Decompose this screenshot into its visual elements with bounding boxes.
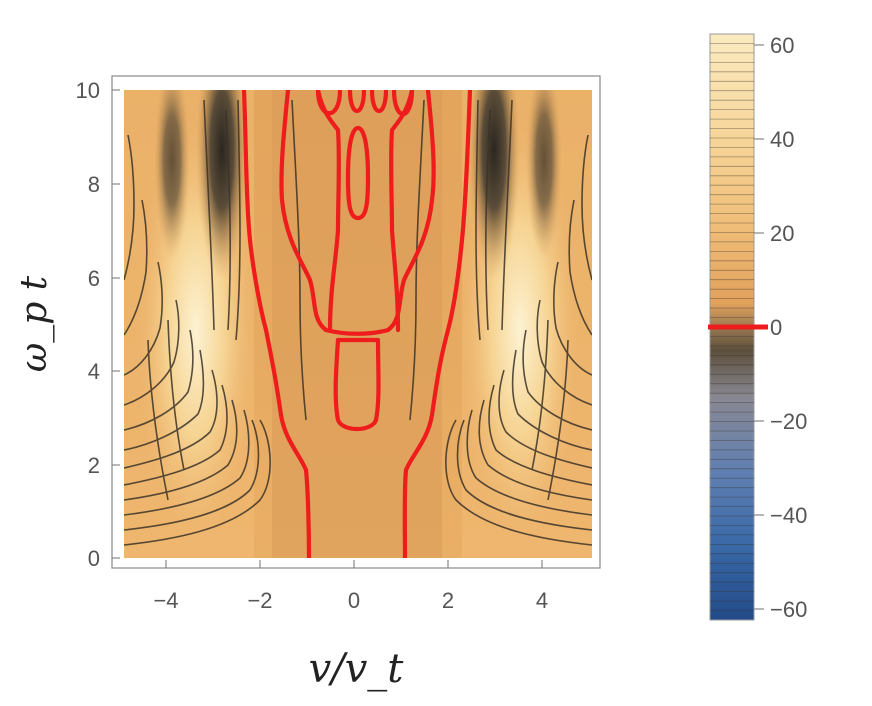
colorbar-tick-label: 20	[770, 221, 794, 246]
colorbar: 60 40 20 0 −20 −40 −60	[708, 33, 807, 622]
colorbar-tick-label: 60	[770, 33, 794, 58]
zero-contour-loop-lower	[333, 337, 381, 432]
zero-contour-fingers	[315, 90, 415, 117]
left-dark-trough-2	[154, 90, 190, 260]
y-tick-label: 0	[88, 546, 100, 571]
zero-contour	[241, 90, 473, 558]
x-ticks	[165, 560, 543, 568]
right-dark-trough-2	[526, 90, 562, 260]
y-tick-label: 6	[88, 266, 100, 291]
y-ticks	[112, 89, 120, 559]
x-tick-label: 0	[348, 588, 360, 613]
contour-plot: −4 −2 0 2 4 0 2 4 6 8 10 v/v_t ω_p t	[14, 75, 601, 692]
zero-contour-inner-right	[385, 90, 436, 333]
colorbar-tick-label: 40	[770, 127, 794, 152]
y-tick-label: 2	[88, 453, 100, 478]
y-tick-label: 8	[88, 172, 100, 197]
zero-contour-inner-left	[279, 90, 329, 333]
y-axis-title: ω_p t	[14, 275, 55, 372]
y-tick-label: 10	[76, 78, 100, 103]
zero-contour-loop-upper	[345, 125, 371, 221]
colorbar-tick-labels: 60 40 20 0 −20 −40 −60	[770, 33, 807, 622]
colorbar-tick-label: 0	[770, 315, 782, 340]
y-tick-label: 4	[88, 359, 100, 384]
contour-lines	[124, 99, 592, 546]
right-dark-trough	[468, 90, 520, 280]
left-dark-trough	[196, 90, 248, 280]
y-tick-labels: 0 2 4 6 8 10	[76, 78, 100, 571]
colorbar-tick-label: −40	[770, 503, 807, 528]
x-tick-labels: −4 −2 0 2 4	[153, 588, 548, 613]
x-tick-label: −2	[247, 588, 272, 613]
colorbar-tick-label: −60	[770, 597, 807, 622]
colorbar-bands	[710, 43, 754, 611]
zero-contour-outer-right	[402, 90, 473, 558]
zero-contour-outer-left	[241, 90, 312, 558]
x-tick-label: 4	[536, 588, 548, 613]
zero-contour-upper-band	[315, 90, 415, 333]
colorbar-tick-label: −20	[770, 409, 807, 434]
x-tick-label: 2	[442, 588, 454, 613]
x-axis-title: v/v_t	[309, 646, 405, 692]
x-tick-label: −4	[153, 588, 178, 613]
plot-field	[124, 90, 592, 558]
